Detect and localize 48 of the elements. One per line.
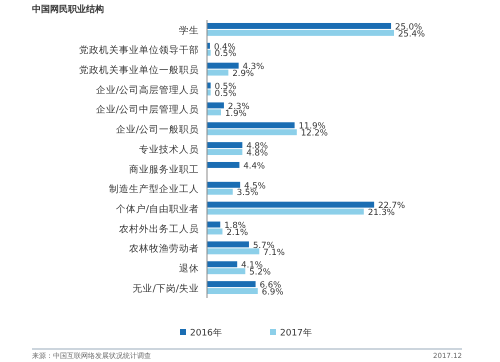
bar [207,281,256,288]
y-tick-label: 商业服务业职工 [129,163,199,176]
y-tick-label: 企业/公司一般职员 [116,124,199,136]
bar [207,102,224,108]
y-tick-label: 退休 [179,262,199,275]
data-label: 1.9% [224,108,247,119]
data-label: 7.1% [263,248,285,258]
legend-label: 2016年 [190,328,222,339]
y-tick-label: 企业/公司高层管理人员 [96,84,199,96]
data-label: 2.1% [226,228,248,238]
y-tick-label: 农林牧渔劳动者 [129,242,199,255]
y-tick-label: 专业技术人员 [139,143,199,156]
bar [207,182,240,188]
bar [207,162,240,168]
bar [207,222,220,228]
bar [207,129,297,136]
bar [207,248,260,254]
bar [207,30,394,36]
y-tick-label: 学生 [179,24,199,36]
y-tick-label: 农村外出务工人员 [119,222,199,235]
bar [207,62,239,69]
y-tick-label: 党政机关事业单位领导干部 [79,44,199,56]
bar [207,142,242,148]
bar [207,208,364,215]
y-tick-label: 无业/下岗/失业 [132,282,199,294]
bar [207,228,222,234]
bar [207,188,233,195]
data-label: 0.5% [214,88,236,99]
bar [207,288,258,294]
data-label: 3.5% [236,188,258,198]
legend-label: 2017年 [280,328,312,339]
bar [207,122,295,128]
bar [207,70,228,76]
bar [207,149,242,156]
bar [207,241,249,248]
y-tick-label: 个体户/自由职业者 [116,202,199,215]
bar [207,261,238,268]
bar [207,109,221,116]
bar [207,22,392,29]
bar [207,202,374,208]
y-tick-label: 制造生产型企业工人 [109,183,199,196]
text: 中国网民职业结构 [32,4,104,15]
bar [207,268,246,274]
data-label: 0.5% [214,49,236,60]
y-tick-label: 党政机关事业单位一般职员 [79,64,199,76]
data-label: 4.4% [243,161,266,172]
data-label: 25.4% [398,29,426,40]
y-tick-label: 企业/公司中层管理人员 [96,104,199,116]
